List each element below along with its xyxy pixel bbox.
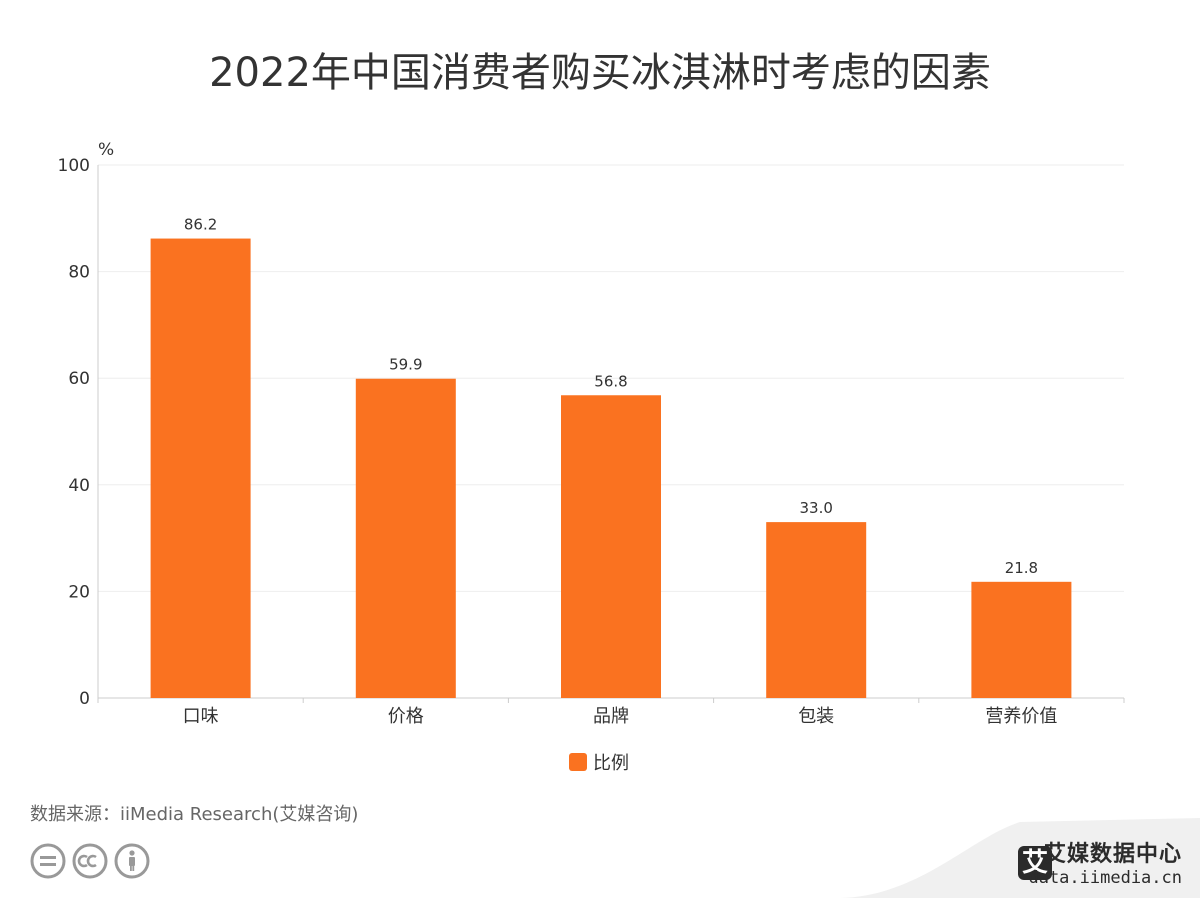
- brand-logo-badge: 艾: [1018, 846, 1052, 880]
- license-icons: [30, 843, 150, 879]
- y-tick-label: 0: [79, 689, 90, 709]
- bar: [971, 581, 1072, 698]
- chart-title: 2022年中国消费者购买冰淇淋时考虑的因素: [209, 50, 991, 96]
- brand-name: 艾媒数据中心: [1043, 842, 1182, 867]
- bar: [766, 522, 867, 698]
- bar: [355, 378, 456, 698]
- bar: [150, 238, 251, 698]
- y-tick-label: 40: [68, 476, 90, 496]
- bar-value-label: 21.8: [1005, 559, 1038, 577]
- y-tick-label: 60: [68, 369, 90, 389]
- y-tick-label: 20: [68, 582, 90, 602]
- person-icon: [114, 843, 150, 879]
- bar-value-label: 59.9: [389, 356, 422, 374]
- x-tick-label: 价格: [388, 706, 424, 727]
- x-tick-label: 包装: [798, 706, 834, 727]
- data-source: 数据来源：iiMedia Research(艾媒咨询): [30, 804, 359, 825]
- bar-value-label: 56.8: [594, 372, 627, 390]
- x-tick-label: 品牌: [593, 706, 629, 727]
- cc-icon: [72, 843, 108, 879]
- y-unit-label: %: [98, 140, 114, 160]
- bar: [561, 395, 661, 698]
- bar-value-label: 86.2: [184, 216, 217, 234]
- legend-swatch: [569, 753, 587, 771]
- y-tick-label: 100: [58, 156, 90, 176]
- legend-label: 比例: [593, 753, 629, 774]
- x-tick-label: 口味: [183, 706, 219, 727]
- bar-value-label: 33.0: [799, 499, 832, 517]
- brand-watermark: 艾 艾媒数据中心 data.iimedia.cn: [800, 818, 1200, 898]
- y-tick-label: 80: [68, 263, 90, 283]
- brand-url: data.iimedia.cn: [1028, 868, 1182, 888]
- x-tick-label: 营养价值: [985, 706, 1057, 727]
- equals-circle-icon: [30, 843, 66, 879]
- bar-chart: 0 20 40 60 80 100% 86.2 口味 59.9 价格 56.8 品牌 33.0 包装 21.…: [58, 140, 1125, 774]
